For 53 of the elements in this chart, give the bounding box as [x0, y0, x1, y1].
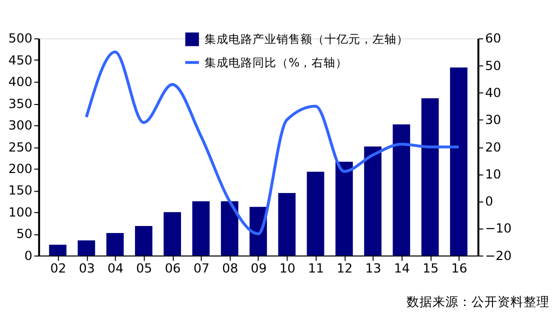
y-tick-label: 450	[8, 52, 32, 68]
bar	[106, 232, 124, 256]
x-tick-label: 14	[394, 260, 410, 276]
bar	[49, 244, 66, 256]
y-tick-label: 0	[24, 248, 32, 263]
y-tick-label: 250	[8, 139, 32, 154]
legend-label: 集成电路产业销售额（十亿元，左轴）	[204, 32, 409, 46]
y-tick-label: 500	[8, 30, 32, 46]
x-tick-label: 02	[50, 260, 66, 276]
y2-tick-label: −20	[485, 248, 512, 263]
bar	[450, 67, 468, 256]
y2-tick-label: 40	[485, 84, 502, 100]
x-tick-label: 10	[279, 260, 296, 276]
y-tick-label: 50	[16, 226, 32, 242]
x-tick-label: 11	[308, 260, 324, 276]
x-tick-label: 08	[222, 260, 238, 276]
y-tick-label: 100	[8, 204, 32, 220]
y-tick-label: 150	[8, 182, 32, 198]
x-tick-label: 07	[193, 260, 210, 276]
bar	[134, 226, 152, 256]
bar	[364, 146, 382, 256]
x-tick-label: 06	[164, 260, 181, 276]
y-tick-label: 200	[8, 161, 32, 176]
bar	[220, 201, 238, 256]
x-tick-label: 15	[422, 260, 439, 276]
x-tick-label: 05	[136, 260, 152, 276]
bar	[421, 98, 439, 256]
x-tick-label: 09	[250, 260, 267, 276]
bar	[306, 172, 324, 256]
x-tick-label: 04	[108, 260, 124, 276]
y-tick-label: 400	[8, 74, 32, 90]
legend-label: 集成电路同比（%，右轴）	[204, 55, 348, 70]
line-series	[84, 50, 460, 236]
y2-tick-label: 30	[485, 112, 502, 128]
bar	[335, 162, 353, 256]
bar	[164, 212, 182, 256]
y2-tick-label: 50	[485, 58, 502, 73]
x-tick-label: 12	[336, 260, 353, 276]
y2-tick-label: 0	[485, 194, 494, 209]
bar	[278, 193, 296, 256]
y2-tick-label: 60	[485, 30, 502, 46]
y-tick-label: 300	[8, 118, 32, 133]
y2-tick-label: 20	[485, 139, 502, 154]
bar	[392, 124, 410, 256]
bar	[78, 240, 96, 256]
x-tick-label: 03	[78, 260, 95, 276]
y2-tick-label: 10	[485, 166, 502, 182]
x-tick-label: 13	[365, 260, 382, 276]
y2-tick-label: −10	[485, 220, 512, 236]
y-tick-label: 350	[8, 96, 32, 111]
bar	[192, 201, 210, 256]
source-note: 数据来源：公开资料整理	[406, 294, 550, 309]
x-tick-label: 16	[451, 260, 468, 276]
